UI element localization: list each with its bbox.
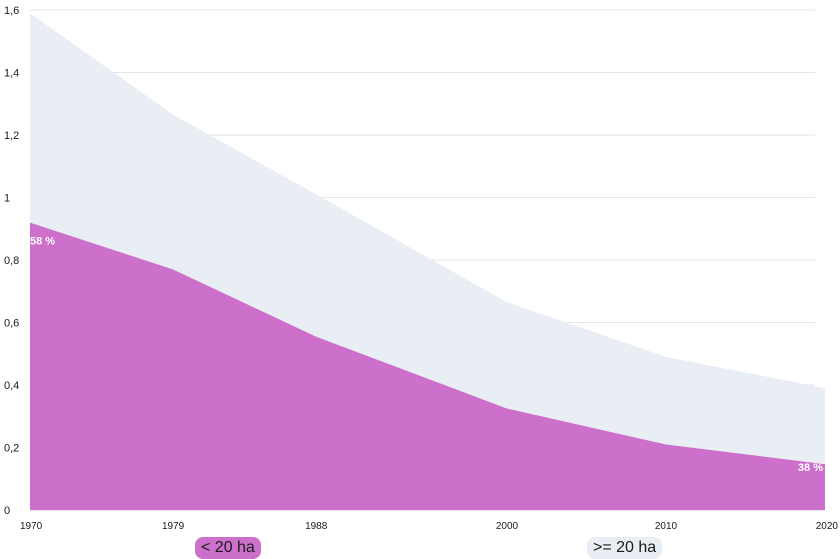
x-tick-label: 1970 — [20, 521, 43, 532]
x-tick-label: 2010 — [655, 521, 678, 532]
x-axis-ticks: 1970 1979 1988 2000 2010 2020 — [20, 521, 838, 532]
x-tick-label: 2000 — [496, 521, 519, 532]
area-series-1 — [30, 13, 825, 465]
y-tick-label: 0,8 — [4, 255, 19, 267]
data-labels: 58 % 38 % — [30, 235, 823, 474]
legend-label: < 20 ha — [201, 539, 255, 556]
y-tick-label: 0,4 — [4, 380, 19, 392]
area-series-0 — [30, 222, 825, 510]
y-tick-label: 1 — [4, 193, 10, 205]
data-label: 38 % — [798, 462, 823, 474]
legend-item-large-farms[interactable]: >= 20 ha — [587, 537, 663, 559]
y-tick-label: 0,6 — [4, 318, 19, 330]
x-tick-label: 1988 — [305, 521, 328, 532]
x-tick-label: 1979 — [162, 521, 185, 532]
area-series — [30, 13, 825, 510]
y-tick-label: 1,2 — [4, 130, 19, 142]
data-label: 58 % — [30, 235, 55, 247]
y-axis-ticks: 0 0,2 0,4 0,6 0,8 1 1,2 1,4 1,6 — [4, 5, 19, 517]
x-tick-label: 2020 — [816, 521, 839, 532]
legend-label: >= 20 ha — [593, 539, 657, 556]
legend-item-small-farms[interactable]: < 20 ha — [195, 537, 261, 559]
y-tick-label: 0 — [4, 505, 10, 517]
y-tick-label: 1,6 — [4, 5, 19, 17]
y-tick-label: 1,4 — [4, 68, 19, 80]
y-tick-label: 0,2 — [4, 443, 19, 455]
